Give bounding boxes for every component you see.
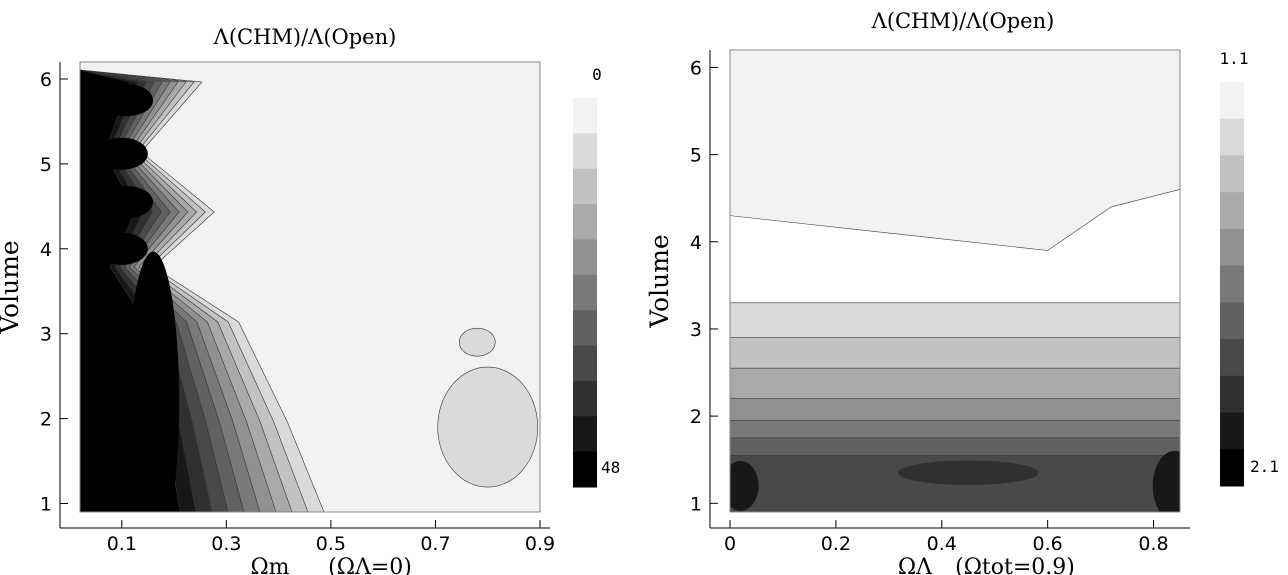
- x-tick-label: 0.7: [420, 533, 450, 555]
- y-tick-label: 5: [690, 145, 702, 167]
- colorbar-swatch: [1220, 449, 1244, 487]
- contour-level-0: [730, 50, 1180, 251]
- x-tick-label: 0.5: [316, 533, 346, 555]
- y-tick-label: 3: [40, 324, 52, 346]
- contour-blob-2: [95, 137, 148, 170]
- colorbar-swatch: [573, 204, 597, 240]
- colorbar-swatch: [573, 416, 597, 453]
- colorbar-swatch: [1220, 265, 1244, 303]
- colorbar-swatch: [1220, 375, 1244, 414]
- colorbar-swatch: [573, 98, 597, 134]
- y-tick-label: 3: [690, 319, 702, 341]
- contour-svg-left: Λ(CHM)/Λ(Open) 0.1 0.3 0.5 0.7 0.9 1 2 3 4 5 6 Volum…: [0, 25, 620, 575]
- x-tick-label: 0.9: [525, 533, 555, 555]
- y-axis-label: Volume: [648, 234, 674, 328]
- contour-blob-5: [127, 251, 180, 512]
- colorbar-swatch: [573, 451, 597, 488]
- colorbar-bottom-label: 2.1: [1250, 457, 1279, 476]
- colorbar-swatch: [1220, 412, 1244, 450]
- contour-chart-left: Λ(CHM)/Λ(Open) 0.1 0.3 0.5 0.7 0.9 1 2 3 4 5 6 Volum…: [0, 0, 640, 575]
- y-tick-label: 2: [40, 409, 52, 431]
- contour-corner: [1152, 450, 1180, 512]
- y-tick-label: 1: [40, 494, 52, 516]
- colorbar-top-label: 0: [592, 65, 602, 84]
- colorbar-swatch: [1220, 339, 1244, 377]
- contour-blob-4: [95, 232, 148, 265]
- colorbar-swatch: [573, 380, 597, 417]
- colorbar-swatch: [1220, 228, 1244, 267]
- y-tick-label: 4: [690, 232, 702, 254]
- x-tick-label: 0.6: [1033, 533, 1063, 555]
- x-axis-condition: (ΩΛ=0): [328, 555, 412, 575]
- colorbar-swatch: [573, 310, 597, 347]
- y-tick-label: 6: [40, 69, 52, 91]
- y-tick-label: 4: [40, 239, 52, 261]
- colorbar-swatch: [573, 168, 597, 205]
- plot-frame: [79, 61, 541, 513]
- colorbar-swatch: [1220, 118, 1244, 156]
- colorbar-swatch: [573, 133, 597, 170]
- x-tick-label: 0.1: [107, 533, 137, 555]
- y-tick-label: 1: [690, 493, 702, 515]
- x-tick-label: 0.4: [927, 533, 957, 555]
- colorbar-swatch: [573, 345, 597, 382]
- colorbar-top-label: 1.1: [1220, 49, 1249, 68]
- colorbar-swatch: [1220, 82, 1244, 120]
- contour-chart-right: Λ(CHM)/Λ(Open) 0 0.2 0.4 0.6 0.8 1 2 3 4 5 6 Volume Ω…: [648, 0, 1288, 575]
- colorbar-bottom-label: 48: [601, 458, 620, 477]
- colorbar-swatch: [1220, 155, 1244, 193]
- y-tick-label: 5: [40, 154, 52, 176]
- contour-area: [730, 50, 1180, 512]
- y-axis-label: Volume: [0, 240, 24, 334]
- x-tick-label: 0.2: [821, 533, 851, 555]
- contour-island: [897, 460, 1039, 486]
- colorbar-swatch: [1220, 192, 1244, 230]
- contour-svg-right: Λ(CHM)/Λ(Open) 0 0.2 0.4 0.6 0.8 1 2 3 4 5 6 Volume Ω…: [648, 9, 1279, 575]
- x-tick-label: 0: [724, 533, 736, 555]
- y-tick-label: 6: [690, 57, 702, 79]
- contour-corner: [730, 460, 759, 511]
- contour-island: [437, 366, 539, 488]
- x-axis-label: Ωm: [250, 555, 289, 575]
- x-axis-condition: (Ωtot=0.9): [955, 555, 1075, 575]
- contour-blob-3: [101, 186, 154, 219]
- x-tick-label: 0.8: [1138, 533, 1168, 555]
- colorbar-swatch: [573, 274, 597, 311]
- x-tick-label: 0.3: [211, 533, 241, 555]
- contour-area: [80, 62, 540, 512]
- contour-island: [458, 327, 496, 357]
- y-tick-label: 2: [690, 406, 702, 428]
- x-axis-label: ΩΛ: [898, 555, 933, 575]
- chart-title: Λ(CHM)/Λ(Open): [871, 9, 1055, 33]
- chart-title: Λ(CHM)/Λ(Open): [213, 25, 397, 49]
- colorbar-swatch: [1220, 302, 1244, 340]
- colorbar-swatch: [573, 239, 597, 276]
- plot-frame: [729, 49, 1181, 513]
- contour-blob-1: [101, 84, 154, 117]
